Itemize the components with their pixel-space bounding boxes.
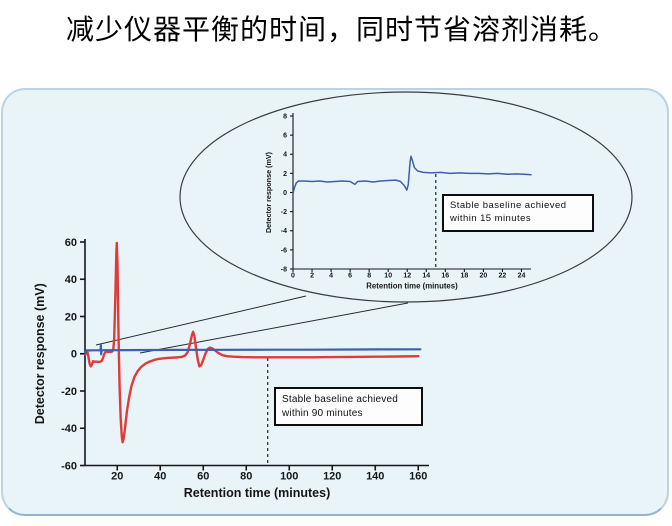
inset-x-tick-label: 16 [441, 273, 449, 280]
main-y-tick-label: -40 [61, 423, 77, 435]
inset-y-tick-label: -4 [281, 228, 287, 235]
main-annotation-line2: within 90 minutes [282, 407, 363, 419]
main-y-tick-label: -60 [61, 460, 77, 472]
main-x-tick-label: 60 [197, 471, 209, 483]
main-x-tick-label: 160 [409, 471, 427, 483]
main-x-tick-label: 140 [366, 471, 384, 483]
inset-x-tick-label: 12 [403, 273, 411, 280]
inset-y-tick-label: -2 [281, 209, 287, 216]
inset-y-tick-label: -8 [281, 266, 287, 273]
inset-axes [292, 113, 531, 270]
main-x-tick-label: 80 [240, 471, 252, 483]
main-y-tick-label: 40 [65, 274, 77, 286]
inset-x-tick-label: 24 [518, 273, 526, 280]
main-y-tick-label: 20 [65, 311, 77, 323]
inset-x-tick-label: 4 [329, 273, 333, 280]
inset-blue-trace-path [292, 155, 532, 195]
main-x-tick-label: 120 [323, 471, 341, 483]
leader-line-lower [139, 302, 409, 354]
inset-annotation-line1: Stable baseline achieved [450, 200, 567, 211]
main-x-tick-label: 100 [280, 471, 298, 483]
inset-y-axis-label: Detector response (mV) [264, 151, 273, 233]
inset-x-axis-label: Retention time (minutes) [366, 282, 458, 291]
main-x-axis-label: Retention time (minutes) [184, 486, 331, 500]
inset-y-tick-label: 8 [283, 113, 287, 120]
inset-x-tick-label: 2 [310, 273, 314, 280]
main-axes [84, 239, 429, 467]
main-annotation-box: Stable baseline achieved within 90 minut… [274, 387, 423, 426]
main-x-tick-label: 40 [154, 471, 166, 483]
inset-x-tick-label: 8 [367, 273, 371, 280]
inset-y-tick-label: -6 [281, 247, 287, 254]
inset-x-tick-label: 6 [348, 273, 352, 280]
blue-trace-path [84, 343, 422, 356]
inset-x-tick-label: 10 [384, 273, 392, 280]
inset-y-tick-label: 2 [283, 171, 287, 178]
inset-x-tick-label: 20 [480, 273, 488, 280]
main-x-tick-label: 20 [111, 471, 123, 483]
inset-x-tick-label: 14 [422, 273, 430, 280]
chart-panel [1, 88, 669, 516]
main-y-tick-label: 60 [65, 237, 77, 249]
inset-x-tick-label: 18 [460, 273, 468, 280]
slide-title: 减少仪器平衡的时间，同时节省溶剂消耗。 [66, 15, 618, 46]
red-trace-path [84, 241, 420, 444]
inset-y-tick-label: 6 [283, 133, 287, 140]
inset-annotation-line2: within 15 minutes [450, 212, 532, 224]
inset-x-tick-label: 0 [291, 273, 295, 280]
inset-annotation-box: Stable baseline achieved within 15 minut… [442, 194, 594, 232]
inset-y-tick-label: 4 [283, 152, 287, 159]
inset-y-tick-label: 0 [283, 190, 287, 197]
leader-line-upper [95, 295, 307, 346]
main-y-tick-label: -20 [61, 386, 77, 398]
magnifier-oval [179, 91, 633, 303]
inset-x-tick-label: 22 [499, 273, 507, 280]
main-y-axis-label: Detector response (mV) [33, 283, 47, 424]
main-y-tick-label: 0 [71, 349, 77, 361]
main-annotation-line1: Stable baseline achieved [282, 394, 398, 405]
